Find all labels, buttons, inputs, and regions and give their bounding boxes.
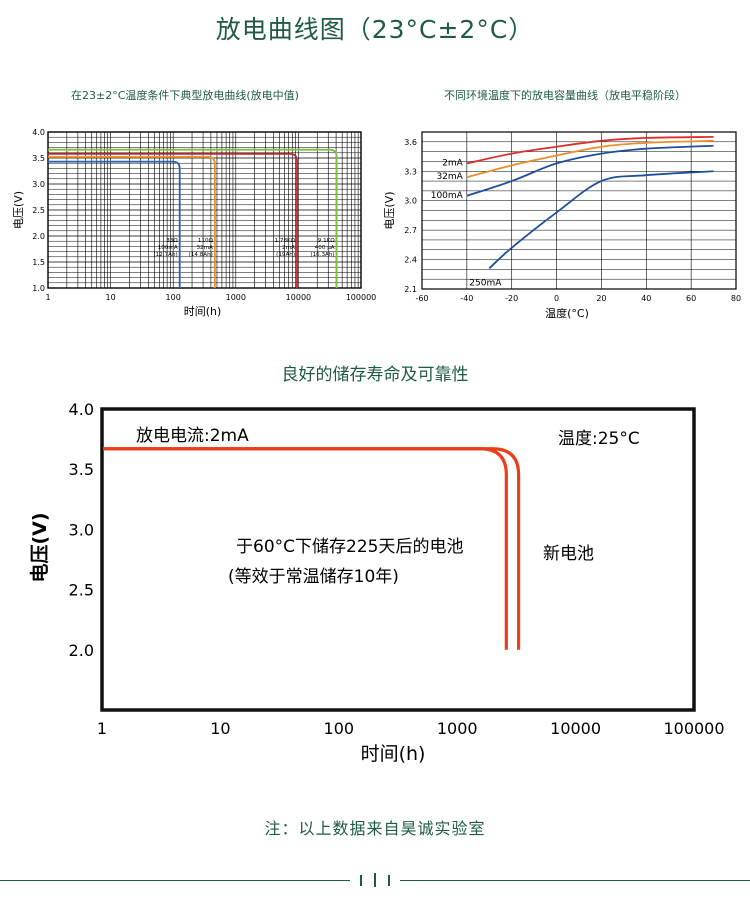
- series-label-1: 32mA: [196, 245, 213, 251]
- series-label-3: (16.3Ah): [310, 252, 334, 258]
- x-tick-label: 1: [45, 293, 50, 302]
- y-axis-label: 电压(V): [12, 191, 25, 229]
- y-tick-label: 3.0: [32, 180, 45, 189]
- x-tick-label: 1000: [226, 293, 246, 302]
- series-line-0: [466, 136, 714, 165]
- y-tick-label: 2.5: [32, 206, 45, 215]
- x-tick-label: 10000: [550, 719, 601, 738]
- series-label-0: 100mA: [158, 245, 178, 251]
- x-tick-label: 80: [731, 294, 741, 303]
- x-tick-label: -60: [415, 294, 428, 303]
- x-tick-label: 0: [554, 294, 559, 303]
- x-tick-label: -20: [505, 294, 518, 303]
- x-axis-label: 时间(h): [361, 743, 426, 765]
- x-tick-label: 10000: [286, 293, 311, 302]
- series-line-1: [466, 139, 714, 179]
- y-tick-label: 2.4: [404, 256, 417, 265]
- x-axis-label: 温度(°C): [545, 306, 589, 320]
- y-tick-label: 1.0: [32, 284, 45, 293]
- y-axis-label: 电压(V): [383, 191, 396, 229]
- y-tick-label: 3.3: [404, 167, 417, 176]
- temperature-annotation: 温度:25°C: [558, 429, 640, 449]
- y-tick-label: 4.0: [32, 128, 45, 137]
- series-line-3: [488, 170, 714, 270]
- y-tick-label: 3.0: [69, 520, 94, 539]
- footer-tick: [374, 873, 376, 887]
- x-tick-label: 60: [686, 294, 696, 303]
- x-tick-label: 10: [106, 293, 116, 302]
- stored-battery-note: (等效于常温储存10年): [228, 567, 399, 587]
- series-label-1: 32mA: [436, 172, 463, 182]
- series-label-1: 110Ω: [198, 238, 214, 244]
- series-label-3: 9.1KΩ: [318, 238, 336, 244]
- x-tick-label: 100000: [663, 719, 724, 738]
- series-label-0: (12.7Ah): [153, 252, 177, 258]
- y-tick-label: 2.0: [69, 641, 94, 660]
- x-tick-label: 100000: [346, 293, 377, 302]
- plot-frame: [421, 131, 737, 290]
- y-axis-label: 电压(V): [28, 512, 51, 582]
- series-label-3: 400 μA: [315, 245, 335, 251]
- page-title: 放电曲线图（23°C±2°C）: [215, 15, 535, 44]
- y-tick-label: 2.7: [404, 226, 417, 235]
- x-tick-label: 40: [641, 294, 651, 303]
- footer-tick: [360, 875, 362, 886]
- footer-line-left: [0, 880, 350, 881]
- y-tick-label: 1.5: [32, 258, 45, 267]
- x-tick-label: 1000: [437, 719, 478, 738]
- plot-frame: [47, 131, 362, 289]
- footer-tick: [388, 875, 390, 886]
- stored-battery-label: 于60°C下储存225天后的电池: [236, 537, 463, 557]
- chart2-title: 不同环境温度下的放电容量曲线（放电平稳阶段）: [444, 89, 686, 102]
- series-label-1: (14.8Ah): [189, 252, 213, 258]
- x-tick-label: 20: [596, 294, 606, 303]
- x-tick-label: 10: [210, 719, 230, 738]
- y-tick-label: 4.0: [69, 400, 94, 419]
- current-annotation: 放电电流:2mA: [136, 426, 249, 446]
- y-tick-label: 2.1: [404, 285, 417, 294]
- series-label-2: 100mA: [431, 191, 464, 201]
- series-line-1: [103, 447, 521, 650]
- series-label-3: 250mA: [469, 278, 502, 288]
- x-tick-label: 100: [324, 719, 355, 738]
- x-tick-label: 1: [97, 719, 107, 738]
- y-tick-label: 3.5: [69, 460, 94, 479]
- y-tick-label: 3.6: [404, 138, 417, 147]
- plot-frame: [100, 407, 696, 712]
- section-title: 良好的储存寿命及可靠性: [281, 365, 469, 385]
- series-line-2: [466, 144, 714, 197]
- series-label-0: 2mA: [442, 158, 463, 168]
- series-line-1: [48, 156, 216, 288]
- y-tick-label: 2.0: [32, 232, 45, 241]
- y-tick-label: 2.5: [69, 581, 94, 600]
- series-line-3: [48, 148, 338, 288]
- source-note: 注：以上数据来自昊诚实验室: [264, 819, 486, 838]
- new-battery-label: 新电池: [543, 544, 594, 564]
- footer-line-right: [400, 880, 750, 881]
- series-line-2: [48, 152, 298, 288]
- y-tick-label: 3.0: [404, 197, 417, 206]
- x-tick-label: 100: [166, 293, 181, 302]
- chart1-title: 在23±2°C温度条件下典型放电曲线(放电中值): [71, 89, 299, 102]
- series-label-2: 2mA: [282, 245, 295, 251]
- x-axis-label: 时间(h): [184, 305, 222, 318]
- x-tick-label: -40: [460, 294, 473, 303]
- series-label-0: 33Ω: [166, 238, 178, 244]
- series-label-2: 1.78KΩ: [275, 238, 296, 244]
- y-tick-label: 3.5: [32, 154, 45, 163]
- series-line-0: [48, 160, 181, 288]
- series-label-2: (19Ah): [276, 252, 295, 258]
